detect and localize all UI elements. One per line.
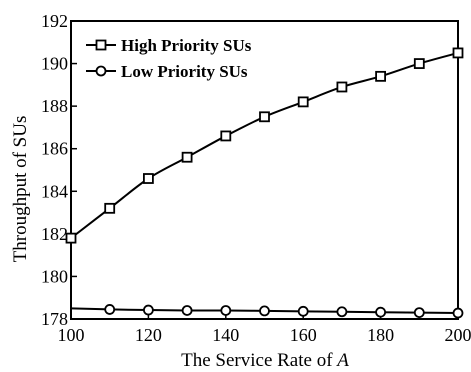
data-point <box>297 305 309 317</box>
data-point <box>297 96 309 108</box>
data-point <box>259 111 270 123</box>
data-point <box>65 232 77 244</box>
data-point <box>452 47 464 59</box>
data-point <box>142 173 154 184</box>
x-tick-label: 120 <box>135 325 162 345</box>
data-point <box>104 304 116 315</box>
data-point <box>452 307 464 319</box>
data-point <box>336 81 348 93</box>
axes <box>70 20 459 320</box>
data-point <box>259 305 270 317</box>
data-point <box>413 58 425 69</box>
data-point <box>375 306 387 318</box>
y-axis-label: Throughput of SUs <box>10 116 31 263</box>
data-point <box>181 305 193 316</box>
ticks: 100 120 140 160 180 200 178 180 182 184 186 188 190 1… <box>41 11 471 345</box>
y-tick-label: 192 <box>41 11 68 31</box>
y-tick-label: 184 <box>41 181 68 201</box>
x-tick-label: 200 <box>445 325 471 345</box>
y-tick-label: 186 <box>41 139 68 159</box>
legend-entry-2: Low Priority SUs <box>86 62 248 81</box>
plot-frame <box>70 20 459 320</box>
legend-label: Low Priority SUs <box>121 62 248 81</box>
legend-marker <box>95 65 107 77</box>
legend-label: High Priority SUs <box>121 36 252 55</box>
data-point <box>104 202 116 214</box>
x-tick-label: 140 <box>212 325 239 345</box>
data-point <box>336 306 348 318</box>
y-tick-label: 190 <box>41 54 68 74</box>
y-tick-label: 178 <box>41 309 68 329</box>
data-point <box>181 151 193 163</box>
data-point <box>413 307 425 319</box>
x-axis-label-variable: A <box>335 350 349 371</box>
data-point <box>375 70 387 82</box>
data-point <box>142 304 154 316</box>
x-tick-label: 100 <box>58 325 85 345</box>
legend-marker <box>95 39 107 51</box>
series-1 <box>65 47 464 244</box>
x-axis-label-prefix: The Service Rate of <box>181 350 337 371</box>
series-2 <box>70 304 464 319</box>
y-tick-label: 188 <box>41 96 68 116</box>
series-group <box>65 47 464 319</box>
data-point <box>220 305 232 316</box>
legend-entry-1: High Priority SUs <box>86 36 252 55</box>
x-tick-label: 180 <box>367 325 394 345</box>
legend: High Priority SUs Low Priority SUs <box>86 36 252 81</box>
y-tick-label: 180 <box>41 266 68 286</box>
x-tick-label: 160 <box>290 325 317 345</box>
y-tick-label: 182 <box>41 224 68 244</box>
data-point <box>220 130 232 142</box>
x-axis-label: The Service Rate of A <box>181 350 349 371</box>
